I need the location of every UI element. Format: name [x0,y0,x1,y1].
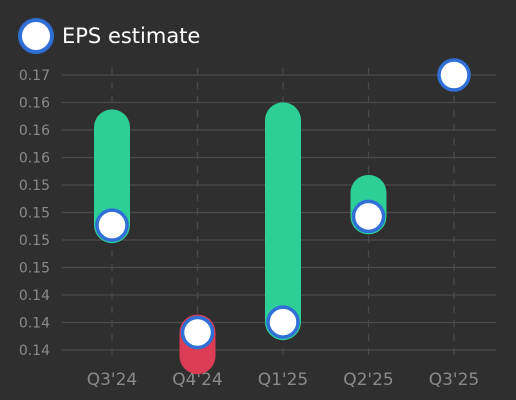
x-axis-ticks: Q3'24 Q4'24 Q1'25 Q2'25 Q3'25 [87,370,480,390]
x-tick-label: Q2'25 [343,370,394,390]
y-tick-label: 0.14 [19,343,50,359]
estimate-markers [95,58,471,350]
estimate-marker[interactable] [95,208,129,242]
legend-marker-icon [18,18,54,54]
y-tick-label: 0.14 [19,288,50,304]
x-tick-label: Q4'24 [172,370,223,390]
range-bars [94,102,387,375]
range-bar-beat [94,109,130,244]
y-tick-label: 0.16 [19,151,50,167]
x-tick-label: Q3'24 [87,370,138,390]
x-tick-label: Q3'25 [429,370,480,390]
y-tick-label: 0.15 [19,206,50,222]
estimate-marker[interactable] [351,199,386,234]
y-tick-label: 0.15 [19,261,50,277]
estimate-marker[interactable] [266,305,300,339]
estimate-marker[interactable] [437,58,471,92]
y-axis-ticks: 0.14 0.14 0.14 0.15 0.15 0.15 0.15 0.16 0.16 0.16… [19,68,50,359]
y-tick-label: 0.16 [19,96,50,112]
estimate-marker[interactable] [180,315,215,350]
y-tick-label: 0.17 [19,68,50,84]
legend-label: EPS estimate [62,24,201,48]
y-tick-label: 0.14 [19,316,50,332]
y-tick-label: 0.16 [19,123,50,139]
legend: EPS estimate [18,18,200,54]
y-tick-label: 0.15 [19,233,50,249]
x-tick-label: Q1'25 [258,370,309,390]
y-tick-label: 0.15 [19,178,50,194]
range-bar-beat [265,102,301,341]
